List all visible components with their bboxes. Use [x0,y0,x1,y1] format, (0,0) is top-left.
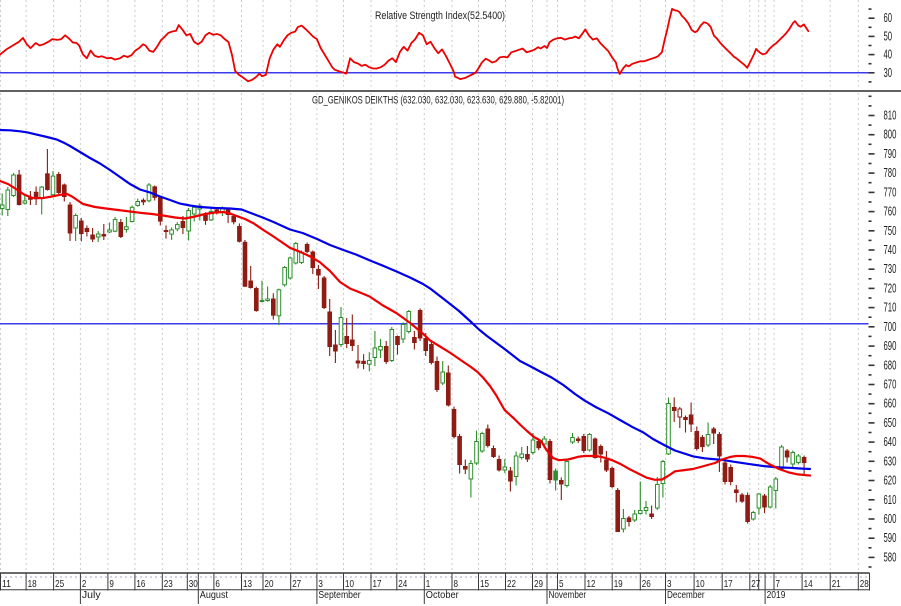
svg-text:800: 800 [884,128,897,142]
svg-text:August: August [200,589,228,601]
svg-text:6: 6 [215,578,220,590]
svg-text:610: 610 [884,493,897,507]
svg-text:25: 25 [55,578,64,590]
svg-text:590: 590 [884,531,897,545]
svg-text:10: 10 [696,578,705,590]
svg-text:40: 40 [884,48,893,62]
svg-text:24: 24 [398,578,407,590]
svg-text:10: 10 [345,578,354,590]
svg-text:December: December [667,589,705,601]
svg-text:740: 740 [884,243,897,257]
svg-text:November: November [549,589,587,601]
svg-text:23: 23 [164,578,173,590]
svg-text:650: 650 [884,416,897,430]
svg-text:780: 780 [884,166,897,180]
svg-text:30: 30 [884,66,893,80]
svg-text:27: 27 [292,578,301,590]
svg-text:September: September [318,589,361,601]
svg-text:770: 770 [884,185,897,199]
svg-text:660: 660 [884,397,897,411]
svg-text:12: 12 [587,578,596,590]
svg-text:700: 700 [884,320,897,334]
svg-text:8: 8 [454,578,459,590]
svg-text:640: 640 [884,435,897,449]
svg-text:27: 27 [751,578,760,590]
svg-text:Relative Strength Index(52.540: Relative Strength Index(52.5400) [375,10,505,22]
svg-text:670: 670 [884,378,897,392]
svg-text:16: 16 [136,578,145,590]
svg-text:20: 20 [265,578,274,590]
svg-text:22: 22 [507,578,516,590]
svg-text:2019: 2019 [767,589,786,601]
svg-text:21: 21 [832,578,841,590]
svg-text:17: 17 [373,578,382,590]
svg-text:630: 630 [884,454,897,468]
svg-text:7: 7 [776,578,781,590]
svg-text:580: 580 [884,550,897,564]
svg-text:620: 620 [884,474,897,488]
svg-text:790: 790 [884,147,897,161]
svg-text:July: July [82,589,102,601]
svg-text:60: 60 [884,11,893,25]
svg-text:19: 19 [614,578,623,590]
svg-text:720: 720 [884,281,897,295]
svg-text:3: 3 [318,578,323,590]
svg-text:710: 710 [884,301,897,315]
svg-text:3: 3 [667,578,672,590]
svg-text:14: 14 [804,578,813,590]
svg-text:750: 750 [884,224,897,238]
svg-text:15: 15 [480,578,489,590]
svg-text:810: 810 [884,109,897,123]
svg-text:26: 26 [642,578,651,590]
svg-text:28: 28 [860,578,869,590]
svg-text:730: 730 [884,262,897,276]
svg-text:9: 9 [109,578,114,590]
svg-text:690: 690 [884,339,897,353]
svg-text:1: 1 [426,578,431,590]
svg-text:29: 29 [534,578,543,590]
svg-text:11: 11 [2,578,11,590]
svg-text:50: 50 [884,29,893,43]
svg-text:2: 2 [82,578,87,590]
svg-text:5: 5 [559,578,564,590]
svg-text:760: 760 [884,205,897,219]
svg-text:18: 18 [28,578,37,590]
svg-text:30: 30 [189,578,198,590]
svg-text:13: 13 [243,578,252,590]
svg-text:600: 600 [884,512,897,526]
svg-text:17: 17 [724,578,733,590]
svg-text:GD_GENIKOS DEIKTHS (632.030, 6: GD_GENIKOS DEIKTHS (632.030, 632.030, 62… [312,95,564,107]
svg-text:680: 680 [884,358,897,372]
svg-text:October: October [426,589,459,601]
